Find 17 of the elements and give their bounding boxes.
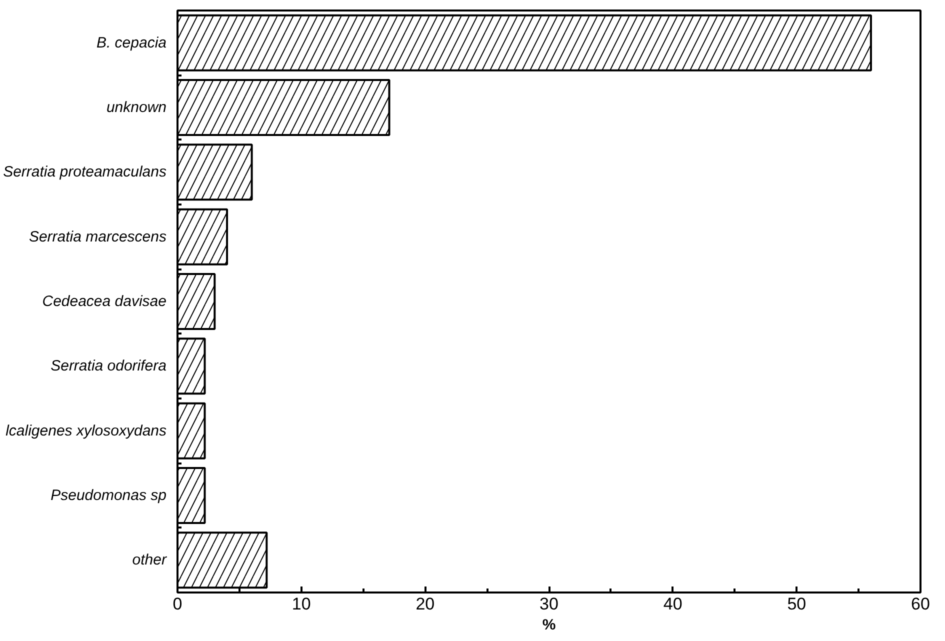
y-tick-label: Cedeacea davisae xyxy=(42,293,167,310)
x-tick-label: 0 xyxy=(172,594,182,614)
y-tick-label: Serratia marcescens xyxy=(28,228,167,246)
y-tick-label: lcaligenes xylosoxydans xyxy=(6,422,167,440)
x-tick-label: 30 xyxy=(540,594,558,614)
y-tick-label: B. cepacia xyxy=(96,34,167,52)
x-axis-title: % xyxy=(542,616,556,634)
y-tick-label: other xyxy=(132,552,168,569)
x-tick-label: 60 xyxy=(911,594,930,614)
y-tick-label: Pseudomonas sp xyxy=(50,487,166,504)
x-tick-label: 20 xyxy=(416,594,435,614)
y-tick-label: Serratia proteamaculans xyxy=(3,164,167,181)
x-tick-label: 10 xyxy=(292,594,311,614)
y-tick-label: Serratia odorifera xyxy=(50,358,167,375)
y-tick-label: unknown xyxy=(106,99,167,116)
x-tick-label: 50 xyxy=(787,594,806,614)
x-tick-label: 40 xyxy=(663,594,682,614)
